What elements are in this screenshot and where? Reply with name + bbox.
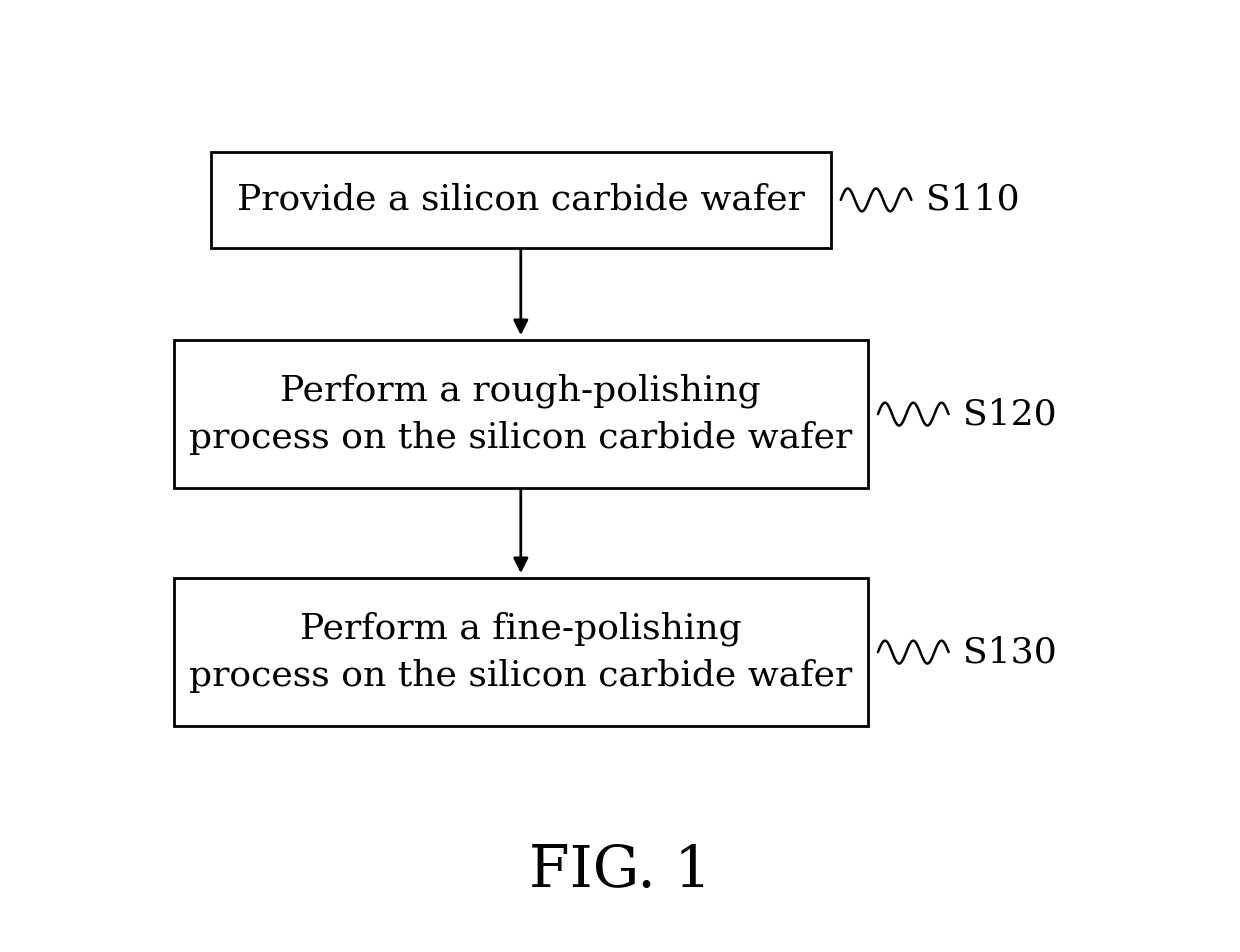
Text: Provide a silicon carbide wafer: Provide a silicon carbide wafer: [237, 183, 805, 217]
Bar: [174, 579, 868, 725]
Text: Perform a fine-polishing
process on the silicon carbide wafer: Perform a fine-polishing process on the …: [190, 611, 852, 693]
Text: FIG. 1: FIG. 1: [528, 843, 712, 899]
Text: S130: S130: [963, 635, 1058, 669]
Text: S110: S110: [926, 183, 1021, 217]
Text: Perform a rough-polishing
process on the silicon carbide wafer: Perform a rough-polishing process on the…: [190, 373, 852, 455]
Bar: [174, 341, 868, 488]
Bar: [211, 152, 831, 248]
Text: S120: S120: [963, 397, 1058, 431]
